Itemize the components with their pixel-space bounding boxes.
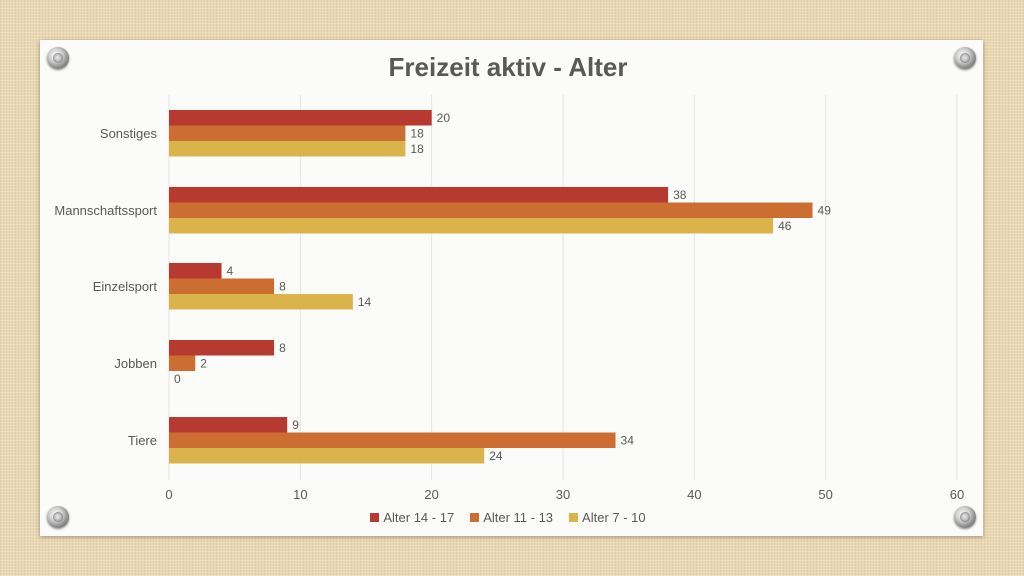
x-tick-label: 40 [687, 487, 701, 502]
legend-item-series-1: Alter 14 - 17 [370, 510, 454, 525]
x-tick-label: 0 [165, 487, 172, 502]
x-tick-label: 50 [818, 487, 832, 502]
legend-item-series-2: Alter 11 - 13 [470, 510, 553, 525]
data-label: 18 [410, 142, 424, 156]
rivet-top-left-icon [47, 47, 69, 69]
x-tick-label: 30 [556, 487, 570, 502]
bar [169, 448, 485, 464]
bar [169, 294, 353, 310]
category-label: Mannschaftssport [54, 203, 157, 218]
bar [169, 125, 406, 141]
legend-label-1: Alter 14 - 17 [383, 510, 455, 525]
data-label: 14 [358, 295, 372, 309]
chart-legend: Alter 14 - 17 Alter 11 - 13 Alter 7 - 10 [0, 510, 1016, 525]
bar [169, 355, 196, 371]
data-label: 0 [174, 372, 181, 386]
bar [169, 218, 774, 234]
data-label: 2 [200, 357, 207, 371]
category-label: Jobben [114, 356, 157, 371]
bar [169, 263, 222, 279]
bar [169, 202, 813, 218]
chart-title: Freizeit aktiv - Alter [388, 52, 628, 82]
data-label: 18 [410, 127, 424, 141]
data-label: 49 [818, 204, 832, 218]
category-label: Sonstiges [100, 126, 158, 141]
legend-swatch-2 [470, 513, 480, 522]
data-label: 46 [778, 219, 792, 233]
data-label: 34 [621, 434, 635, 448]
bar [169, 340, 275, 356]
bar [169, 417, 288, 433]
x-tick-label: 20 [424, 487, 438, 502]
rivet-top-right-icon [954, 47, 976, 69]
category-label: Einzelsport [93, 279, 158, 294]
bar [169, 141, 406, 157]
data-label: 38 [673, 188, 687, 202]
legend-item-series-3: Alter 7 - 10 [569, 510, 646, 525]
x-tick-label: 10 [293, 487, 307, 502]
bar [169, 278, 275, 294]
data-label: 24 [489, 449, 503, 463]
data-label: 4 [227, 264, 234, 278]
legend-label-2: Alter 11 - 13 [483, 510, 554, 525]
bar [169, 110, 432, 126]
category-label: Tiere [128, 433, 157, 448]
x-tick-label: 60 [950, 487, 964, 502]
data-label: 20 [437, 111, 451, 125]
legend-label-3: Alter 7 - 10 [582, 510, 646, 525]
rivet-bottom-right-icon [954, 506, 976, 528]
data-label: 9 [292, 418, 299, 432]
data-label: 8 [279, 341, 286, 355]
data-label: 8 [279, 280, 286, 294]
legend-swatch-1 [370, 513, 380, 522]
legend-swatch-3 [569, 513, 579, 522]
rivet-bottom-left-icon [47, 506, 69, 528]
bar [169, 187, 669, 203]
bar [169, 432, 616, 448]
